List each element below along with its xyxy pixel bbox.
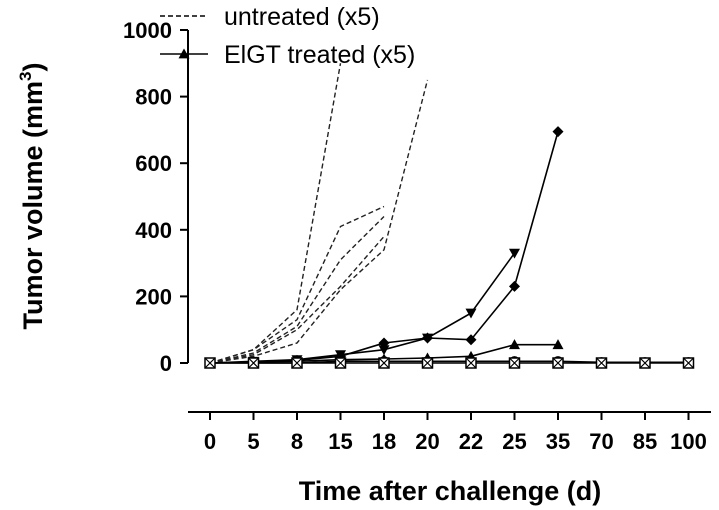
x-tick-label-0: 0 <box>204 429 216 454</box>
data-point-treated-7-20 <box>422 332 433 344</box>
data-point-treated-7-18 <box>378 337 390 349</box>
x-tick-label-85: 85 <box>633 429 657 454</box>
data-point-treated-7-25 <box>509 280 520 292</box>
data-point-treated-10-5 <box>247 357 260 369</box>
data-point-treated-6-18 <box>378 345 390 356</box>
series-markers <box>204 126 695 369</box>
data-point-treated-10-15 <box>334 357 347 369</box>
data-point-treated-10-20 <box>421 357 434 369</box>
series-line-untreated-5 <box>209 79 429 364</box>
data-point-treated-10-18 <box>378 357 390 369</box>
x-tick-label-25: 25 <box>502 429 526 454</box>
x-tick-label-22: 22 <box>459 429 483 454</box>
axes: 0 200 400 600 800 1000 0 5 8 15 18 20 22 25 35 70 85 100 <box>123 18 711 454</box>
y-tick-label-200: 200 <box>135 284 172 309</box>
series-lines <box>209 63 689 364</box>
data-point-treated-10-22 <box>465 357 477 369</box>
series-line-untreated-3 <box>209 216 385 364</box>
y-tick-label-0: 0 <box>160 351 172 376</box>
data-point-treated-8-25 <box>509 339 520 350</box>
series-line-untreated-2 <box>209 205 385 364</box>
y-axis-title-superscript: 3 <box>16 72 35 81</box>
data-point-treated-6-22 <box>465 308 477 319</box>
data-point-treated-7-22 <box>465 334 477 346</box>
x-tick-label-15: 15 <box>328 429 352 454</box>
y-axis-title: Tumor volume (mm3) <box>16 63 48 330</box>
series-line-untreated-1 <box>209 63 342 364</box>
axis-titles: Time after challenge (d) Tumor volume (mm… <box>16 63 601 507</box>
legend: untreated (x5) ElGT treated (x5) <box>160 3 415 69</box>
data-point-treated-8-35 <box>552 339 564 350</box>
x-tick-label-5: 5 <box>247 429 259 454</box>
y-axis-title-close: ) <box>18 63 48 72</box>
x-tick-label-100: 100 <box>670 429 707 454</box>
y-tick-label-400: 400 <box>135 218 172 243</box>
data-point-treated-10-70 <box>595 357 608 369</box>
data-point-treated-10-85 <box>639 357 651 369</box>
x-tick-label-18: 18 <box>372 429 396 454</box>
legend-marker-treated <box>178 48 190 59</box>
x-axis-title: Time after challenge (d) <box>299 476 602 506</box>
y-axis-title-main: Tumor volume (mm <box>18 81 48 330</box>
data-point-treated-10-100 <box>682 357 695 369</box>
series-line-untreated-4 <box>209 236 385 364</box>
x-tick-label-20: 20 <box>415 429 439 454</box>
x-tick-label-70: 70 <box>589 429 613 454</box>
legend-label-treated: ElGT treated (x5) <box>224 41 415 69</box>
legend-label-untreated: untreated (x5) <box>224 3 380 31</box>
y-tick-label-600: 600 <box>135 151 172 176</box>
data-point-treated-10-25 <box>508 357 521 369</box>
data-point-treated-10-8 <box>291 357 303 369</box>
x-tick-label-8: 8 <box>291 429 303 454</box>
data-point-treated-10-0 <box>204 357 216 369</box>
data-point-treated-7-35 <box>552 126 564 138</box>
y-tick-label-800: 800 <box>135 85 172 110</box>
data-point-treated-10-35 <box>552 357 564 369</box>
x-tick-label-35: 35 <box>546 429 570 454</box>
data-point-treated-6-25 <box>509 248 520 259</box>
y-tick-label-1000: 1000 <box>123 18 172 43</box>
